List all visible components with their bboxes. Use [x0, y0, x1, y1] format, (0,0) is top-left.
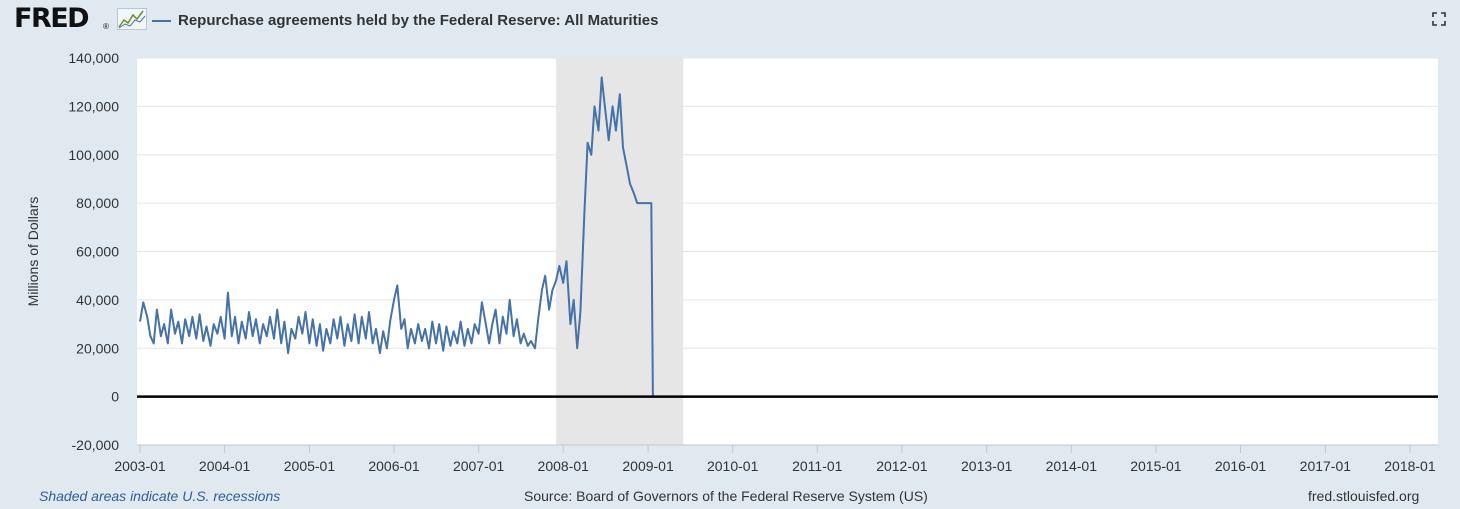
x-tick-label: 2014-01 [1046, 458, 1098, 474]
x-tick-label: 2006-01 [368, 458, 420, 474]
x-tick-label: 2012-01 [876, 458, 928, 474]
y-axis: -20,000 0 20,000 40,000 60,000 80,000 100,000 1… [68, 50, 119, 453]
x-tick-label: 2010-01 [707, 458, 759, 474]
y-tick-label: -20,000 [72, 437, 120, 453]
x-tick-label: 2007-01 [453, 458, 505, 474]
x-tick-label: 2011-01 [792, 458, 843, 474]
y-tick-label: 60,000 [76, 244, 119, 260]
source-text: Source: Board of Governors of the Federa… [524, 488, 928, 504]
fullscreen-icon[interactable] [1432, 12, 1446, 26]
y-axis-label: Millions of Dollars [25, 197, 41, 307]
sparkline-icon [117, 8, 147, 30]
series-line [139, 76, 1437, 398]
y-tick-label: 20,000 [76, 340, 119, 356]
x-axis: 2003-01 2004-01 2005-01 2006-01 2007-01 2008-… [114, 445, 1436, 474]
fred-logo[interactable]: FRED [14, 3, 90, 34]
y-tick-label: 80,000 [76, 195, 119, 211]
y-tick-label: 40,000 [76, 292, 119, 308]
x-tick-label: 2015-01 [1130, 458, 1182, 474]
y-tick-label: 100,000 [68, 147, 119, 163]
chart-title: Repurchase agreements held by the Federa… [178, 12, 659, 29]
site-link[interactable]: fred.stlouisfed.org [1308, 488, 1420, 504]
x-tick-label: 2004-01 [199, 458, 251, 474]
registered-mark: ® [103, 22, 109, 31]
x-tick-label: 2003-01 [114, 458, 166, 474]
x-tick-label: 2016-01 [1215, 458, 1267, 474]
recession-note: Shaded areas indicate U.S. recessions [39, 488, 281, 504]
y-tick-label: 0 [111, 389, 119, 405]
x-tick-label: 2008-01 [538, 458, 590, 474]
x-tick-label: 2005-01 [284, 458, 336, 474]
x-tick-label: 2009-01 [622, 458, 674, 474]
legend-series-swatch [152, 20, 171, 22]
chart-header: FRED ® Repurchase agreements held by the… [0, 0, 1460, 44]
y-tick-label: 140,000 [68, 50, 119, 66]
x-tick-label: 2017-01 [1300, 458, 1352, 474]
y-tick-label: 120,000 [68, 98, 119, 114]
x-tick-label: 2018-01 [1384, 458, 1436, 474]
x-tick-label: 2013-01 [961, 458, 1013, 474]
